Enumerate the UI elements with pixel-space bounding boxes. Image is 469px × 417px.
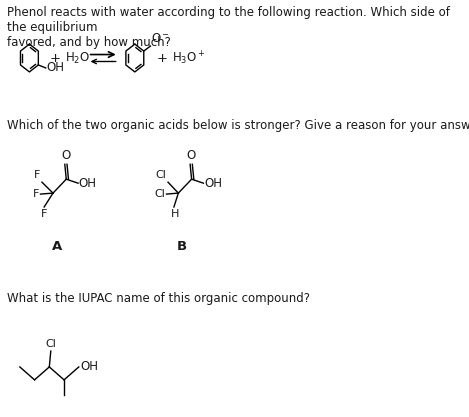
Text: F: F	[33, 189, 39, 199]
Text: O: O	[186, 149, 196, 162]
Text: H$_3$O$^+$: H$_3$O$^+$	[172, 49, 205, 67]
Text: H: H	[170, 209, 179, 219]
Text: OH: OH	[80, 360, 98, 374]
Text: OH: OH	[46, 61, 64, 75]
Text: OH: OH	[79, 177, 97, 190]
Text: Phenol reacts with water according to the following reaction. Which side of the : Phenol reacts with water according to th…	[7, 6, 449, 49]
Text: H$_2$O: H$_2$O	[65, 50, 90, 65]
Text: F: F	[41, 209, 47, 219]
Text: $+$: $+$	[49, 52, 61, 65]
Text: Which of the two organic acids below is stronger? Give a reason for your answer.: Which of the two organic acids below is …	[7, 118, 469, 132]
Text: O: O	[61, 149, 70, 162]
Text: B: B	[177, 240, 187, 253]
Text: $+$: $+$	[156, 52, 167, 65]
Text: OH: OH	[204, 177, 222, 190]
Text: O$^-$: O$^-$	[151, 32, 170, 45]
Text: Cl: Cl	[156, 170, 166, 180]
Text: Cl: Cl	[154, 189, 165, 199]
Text: F: F	[34, 170, 40, 180]
Text: What is the IUPAC name of this organic compound?: What is the IUPAC name of this organic c…	[7, 292, 310, 305]
Text: A: A	[52, 240, 62, 253]
Text: Cl: Cl	[45, 339, 56, 349]
